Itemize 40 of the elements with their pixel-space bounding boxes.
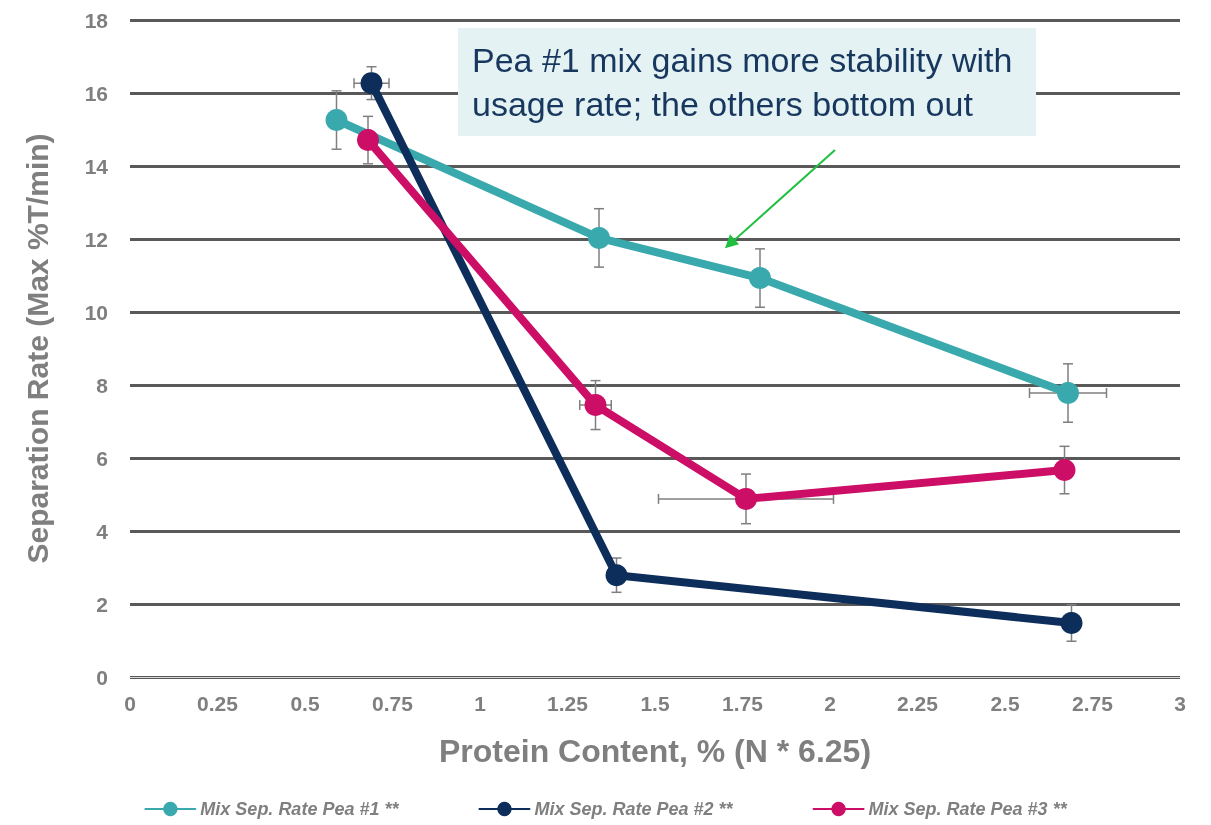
point: [325, 109, 348, 131]
y-tick-label: 0: [96, 665, 108, 689]
point: [605, 564, 628, 587]
point: [588, 226, 610, 249]
y-tick-label: 18: [84, 8, 109, 32]
legend-label: Mix Sep. Rate Pea #3 **: [868, 799, 1068, 819]
x-tick-label: 2.5: [990, 692, 1020, 715]
y-tick-label: 14: [84, 154, 109, 178]
point: [584, 394, 607, 417]
y-tick-label: 2: [96, 592, 108, 616]
y-axis-title: Separation Rate (Max %T/min): [20, 133, 54, 564]
x-tick-label: 3: [1174, 692, 1186, 715]
point: [1053, 459, 1076, 482]
x-tick-label: 2.75: [1072, 692, 1114, 715]
x-tick-label: 1.5: [640, 692, 670, 715]
x-tick-label: 1.25: [547, 692, 589, 715]
legend-label: Mix Sep. Rate Pea #2 **: [534, 799, 734, 819]
x-tick-label: 0.25: [197, 692, 239, 715]
x-tick-label: 1: [474, 692, 487, 715]
point: [735, 487, 757, 510]
point: [360, 72, 383, 95]
x-tick-label: 2: [824, 692, 836, 715]
y-tick-label: 8: [96, 373, 109, 397]
y-tick-label: 12: [84, 227, 108, 251]
x-tick-label: 2.25: [897, 692, 939, 715]
annotation: Pea #1 mix gains more stability with usage rate; the others bottom out: [458, 28, 1036, 137]
legend-label: Mix Sep. Rate Pea #1 **: [200, 799, 400, 819]
x-tick-label: 0.5: [290, 692, 320, 715]
x-tick-label: 0.75: [372, 692, 414, 715]
y-tick-label: 16: [84, 81, 108, 105]
y-tick-label: 6: [96, 446, 108, 470]
point: [749, 267, 771, 290]
y-tick-label: 10: [84, 300, 108, 324]
point: [357, 129, 379, 152]
point: [1057, 382, 1079, 405]
y-tick-label: 4: [96, 519, 109, 543]
point: [1060, 611, 1083, 634]
x-tick-label: 0: [124, 692, 136, 715]
x-axis-title: Protein Content, % (N * 6.25): [438, 733, 872, 769]
x-tick-label: 1.75: [722, 692, 764, 715]
